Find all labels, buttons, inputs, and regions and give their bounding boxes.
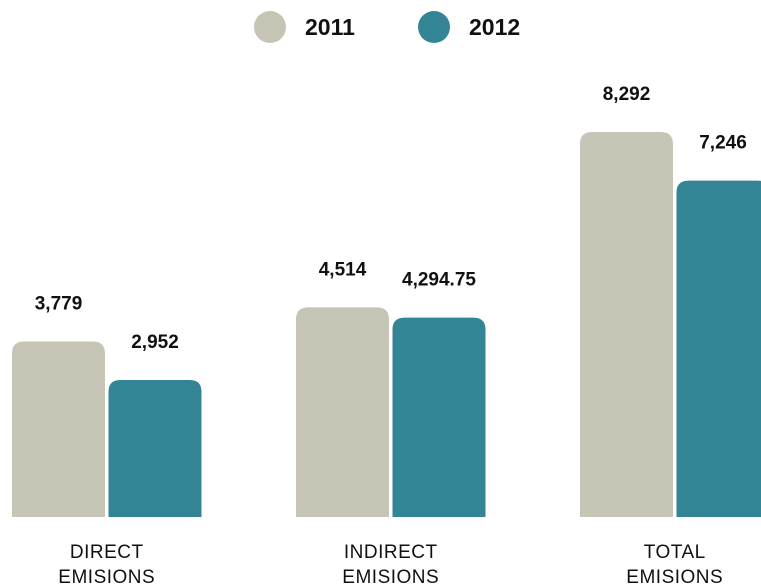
value-label: 4,294.75 (402, 270, 476, 291)
bar (296, 307, 389, 517)
bar (392, 317, 486, 517)
bar (676, 180, 761, 517)
value-label: 2,952 (131, 332, 179, 353)
legend-label: 2011 (305, 14, 355, 40)
legend-swatch (254, 11, 286, 43)
x-tick-label: DIRECT EMISIONS (58, 542, 156, 587)
bar (108, 379, 202, 517)
value-label: 8,292 (603, 84, 651, 105)
legend-label: 2012 (469, 14, 520, 40)
legend-swatch (418, 11, 450, 43)
bar (12, 341, 105, 517)
value-label: 7,246 (699, 133, 747, 154)
value-label: 3,779 (35, 294, 83, 315)
value-label: 4,514 (319, 259, 367, 280)
x-tick-label: INDIRECT EMISIONS (342, 542, 440, 587)
bar (580, 132, 673, 517)
x-tick-label: TOTAL EMISIONS (626, 542, 724, 587)
